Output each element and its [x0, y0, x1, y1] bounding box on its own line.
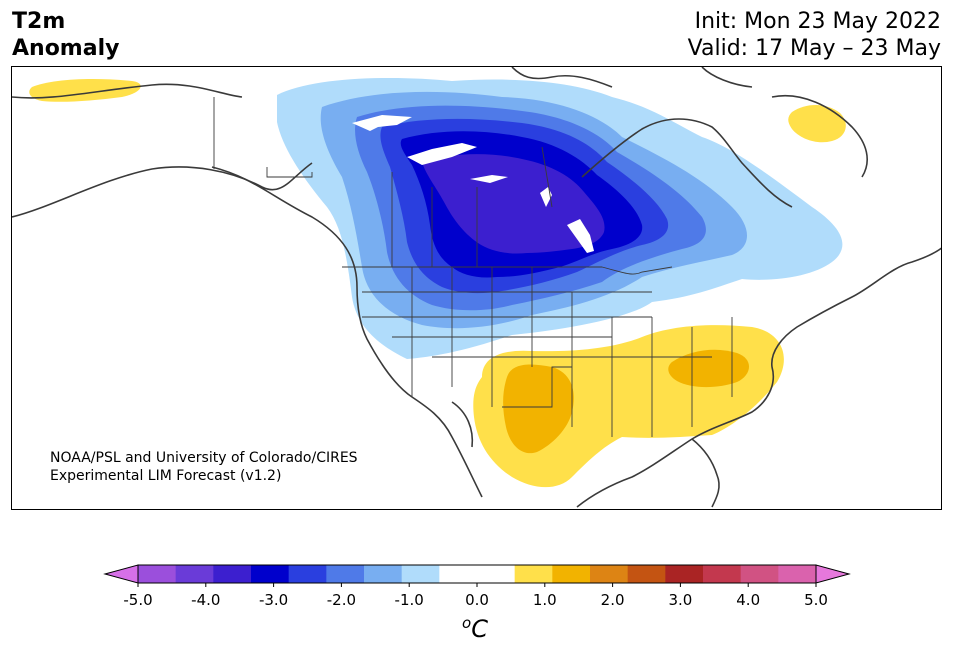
colorbar-ticks: -5.0 -4.0 -3.0 -2.0 -1.0 0.0 1.0 2.0 3.0 4.0 5.0 [123, 583, 828, 609]
contour-plus-1.0 [503, 364, 574, 454]
colorbar-tick-label: 0.0 [465, 591, 489, 609]
colorbar-box [703, 565, 742, 583]
colorbar-box [138, 565, 177, 583]
contour-plus-1.0-east [668, 349, 750, 388]
title-anomaly: Anomaly [12, 36, 120, 61]
map-title: T2m Anomaly [12, 8, 119, 62]
lake-athabasca [470, 175, 508, 183]
contour-plus-0.5-arctic [29, 79, 141, 102]
forecast-dates: Init: Mon 23 May 2022 Valid: 17 May – 23… [688, 8, 941, 62]
lake-great-bear [352, 115, 412, 131]
colorbar-box [552, 565, 591, 583]
colorbar-tick-label: -4.0 [191, 591, 220, 609]
colorbar-boxes [137, 564, 817, 584]
colorbar-box [477, 565, 516, 583]
colorbar-box [213, 565, 252, 583]
colorbar-box [251, 565, 290, 583]
colorbar-over-arrow [815, 564, 851, 584]
colorbar-box [590, 565, 629, 583]
init-date: Init: Mon 23 May 2022 [694, 9, 941, 34]
colorbar-tick-label: 5.0 [804, 591, 828, 609]
colorbar-tick-label: -1.0 [395, 591, 424, 609]
colorbar-box [514, 565, 553, 583]
colorbar-box [175, 565, 214, 583]
colorbar: -5.0 -4.0 -3.0 -2.0 -1.0 0.0 1.0 2.0 3.0 4.0 5.0 [103, 564, 851, 609]
colorbar-tick-label: 2.0 [601, 591, 625, 609]
colorbar-box [778, 565, 817, 583]
colorbar-under-arrow [103, 564, 139, 584]
lake-nipigon [567, 219, 594, 253]
coastlines [12, 67, 941, 508]
colorbar-tick-label: -2.0 [327, 591, 356, 609]
credit-line-1: NOAA/PSL and University of Colorado/CIRE… [50, 450, 358, 466]
colorbar-tick-label: 4.0 [736, 591, 760, 609]
colorbar-box [326, 565, 365, 583]
colorbar-tick-label: 1.0 [533, 591, 557, 609]
credit-line-2: Experimental LIM Forecast (v1.2) [50, 468, 282, 484]
unit-letter: C [471, 615, 488, 643]
title-variable: T2m [12, 9, 66, 34]
colorbar-box [288, 565, 327, 583]
colorbar-tick-label: -5.0 [123, 591, 152, 609]
anomaly-map [12, 67, 941, 508]
colorbar-box [401, 565, 440, 583]
colorbar-box [364, 565, 403, 583]
credit-text: NOAA/PSL and University of Colorado/CIRE… [50, 449, 358, 485]
contour-minus-3.0 [422, 154, 605, 254]
unit-degree-sign: o [462, 614, 472, 632]
colorbar-box [439, 565, 478, 583]
valid-range: Valid: 17 May – 23 May [687, 36, 941, 61]
lake-winnipeg [540, 187, 552, 207]
colorbar-box [627, 565, 666, 583]
map-panel: NOAA/PSL and University of Colorado/CIRE… [11, 66, 942, 510]
political-borders [213, 97, 733, 437]
contour-plus-0.5-labrador [788, 104, 846, 143]
colorbar-box [740, 565, 779, 583]
colorbar-tick-label: -3.0 [259, 591, 288, 609]
colorbar-tick-label: 3.0 [668, 591, 692, 609]
lake-great-slave [407, 143, 477, 165]
colorbar-unit: oC [462, 614, 488, 643]
colorbar-box [665, 565, 704, 583]
